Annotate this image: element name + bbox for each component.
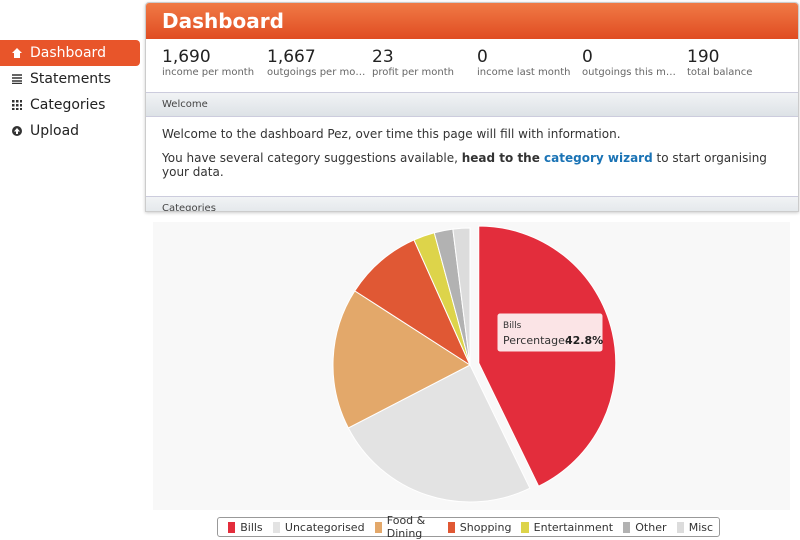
welcome-text: Welcome to the dashboard Pez, over time … <box>146 127 798 196</box>
stat-label: outgoings this m… <box>582 67 676 78</box>
stat: 190 total balance <box>687 39 792 92</box>
pie-slice <box>452 227 471 366</box>
nav-label[interactable]: Categories <box>30 97 106 113</box>
legend-label[interactable]: Other <box>635 520 667 534</box>
stat: 1,690 income per month <box>162 39 267 92</box>
legend-label[interactable]: Misc <box>688 520 714 534</box>
nav-item[interactable]: Statements <box>0 66 140 92</box>
nav-label[interactable]: Dashboard <box>30 45 106 61</box>
stat: 0 outgoings this m… <box>582 39 687 92</box>
pie-slice <box>332 290 471 429</box>
legend-swatch <box>676 521 684 533</box>
tooltip-title: Bills <box>503 321 522 331</box>
nav-item[interactable]: Categories <box>0 92 140 118</box>
legend-swatch <box>272 521 280 533</box>
legend-label[interactable]: Bills <box>240 520 263 534</box>
tooltip-value: 42.8% <box>565 334 603 347</box>
stat-label: income per month <box>162 67 255 78</box>
dashboard-panel: Dashboard 1,690 income per month 1,667 outg… <box>145 2 799 212</box>
legend-label[interactable]: Uncategorised <box>284 520 365 534</box>
stat: 0 income last month <box>477 39 582 92</box>
stats-row: 1,690 income per month 1,667 outgoings per … <box>146 39 798 92</box>
stat-value: 0 <box>477 47 488 67</box>
pie-slice <box>347 364 531 503</box>
stat: 1,667 outgoings per mo… <box>267 39 372 92</box>
stat-value: 23 <box>372 47 394 67</box>
legend-label[interactable]: Shopping <box>459 520 512 534</box>
stat-value: 1,690 <box>162 47 211 67</box>
sidebar: Dashboard Statements Categories Upload <box>0 40 140 144</box>
legend-swatch <box>521 521 529 533</box>
section-heading: Categories <box>146 196 798 211</box>
stat-label: profit per month <box>372 67 455 78</box>
section-heading: Welcome <box>146 92 798 117</box>
legend-label[interactable]: Entertainment <box>533 520 614 534</box>
page-title: Dashboard <box>146 3 798 39</box>
stat-label: income last month <box>477 67 571 78</box>
tooltip-box <box>496 312 604 353</box>
nav-item[interactable]: Dashboard <box>0 40 140 66</box>
icon <box>12 74 22 84</box>
icon <box>12 48 22 58</box>
legend-swatch <box>623 521 631 533</box>
stat-value: 190 <box>687 47 720 67</box>
legend-label[interactable]: Food & Dining <box>386 514 426 540</box>
text: to start organising your data. <box>162 151 767 179</box>
legend: Bills Uncategorised Food & Dining Shopping E… <box>217 514 720 540</box>
pie-chart: Bills Percentage:42.8% <box>153 222 790 510</box>
pie-slice <box>478 225 617 487</box>
icon <box>12 126 22 136</box>
stat-label: outgoings per mo… <box>267 67 366 78</box>
pie-slice <box>354 239 472 367</box>
stat-label: total balance <box>687 67 753 78</box>
tooltip-label: Percentage: <box>503 334 569 347</box>
stat-value: 1,667 <box>267 47 316 67</box>
paragraph: Welcome to the dashboard Pez, over time … <box>162 127 621 141</box>
legend-swatch <box>374 521 382 533</box>
bold-text: head to the <box>461 151 545 165</box>
paragraph: You have several category suggestions av… <box>162 151 782 179</box>
legend-swatch <box>447 521 455 533</box>
stat-value: 0 <box>582 47 593 67</box>
stat: 23 profit per month <box>372 39 477 92</box>
link[interactable]: category wizard <box>544 151 653 165</box>
text: You have several category suggestions av… <box>162 151 462 165</box>
nav-item[interactable]: Upload <box>0 118 140 144</box>
icon <box>12 100 22 110</box>
nav-label[interactable]: Upload <box>30 123 80 139</box>
legend-swatch <box>228 521 236 533</box>
nav-label[interactable]: Statements <box>30 71 111 87</box>
